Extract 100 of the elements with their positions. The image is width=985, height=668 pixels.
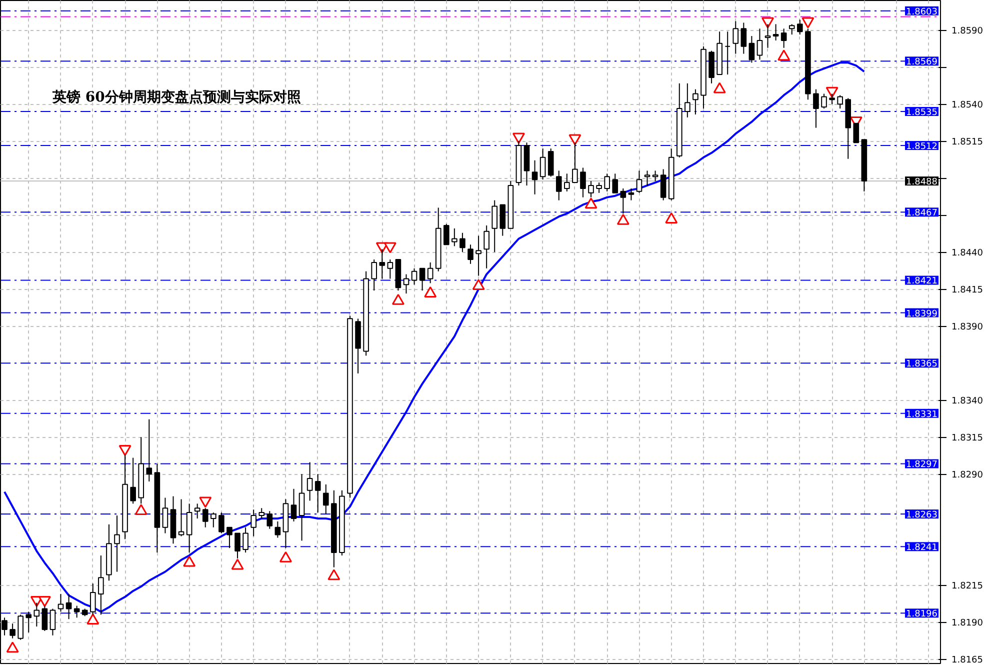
candlestick (788, 24, 795, 36)
candlestick (194, 503, 200, 519)
candlestick (540, 148, 546, 180)
y-tick-label: 1.8590 (952, 26, 984, 37)
candlestick (548, 148, 554, 178)
candlestick (443, 223, 450, 246)
candlestick (748, 36, 755, 64)
candlestick (74, 605, 80, 618)
candlestick (427, 262, 434, 284)
candlestick (210, 512, 216, 528)
candlestick (652, 170, 658, 182)
candlestick (580, 167, 586, 198)
candlestick (18, 614, 24, 640)
y-tick-label: 1.8515 (952, 138, 983, 148)
ref-line-label: 1.8263 (906, 510, 938, 521)
ref-line-label: 1.8467 (906, 208, 938, 219)
candlestick (813, 88, 819, 128)
y-tick-label: 1.8290 (952, 470, 984, 481)
ref-line-label: 1.8365 (906, 360, 938, 370)
y-tick-label: 1.8215 (952, 582, 983, 592)
candlestick (130, 457, 136, 504)
candlestick (780, 28, 787, 48)
y-tick-label: 1.8440 (952, 248, 984, 259)
candlestick (162, 497, 168, 534)
candlestick (772, 24, 779, 41)
candlestick (202, 508, 208, 528)
y-tick-label: 1.8190 (952, 618, 984, 629)
candlestick (306, 462, 313, 502)
candlestick (26, 611, 32, 633)
candlestick (732, 20, 739, 54)
candlestick (146, 418, 152, 482)
candlestick (556, 170, 562, 201)
candlestick (411, 268, 418, 286)
y-tick-label: 1.8415 (952, 286, 983, 296)
candlestick (604, 173, 610, 192)
candlestick (10, 623, 16, 639)
candlestick (274, 520, 281, 538)
candlestick (322, 484, 329, 515)
candlestick (484, 224, 490, 269)
candlestick (114, 515, 120, 572)
ref-line-label: 1.8603 (906, 7, 938, 18)
candlestick (66, 593, 72, 620)
candlestick (452, 228, 458, 247)
candlestick (218, 512, 224, 534)
candlestick (740, 22, 747, 54)
ref-line-label: 1.8241 (906, 543, 938, 554)
candlestick (266, 510, 273, 530)
candlestick (468, 244, 474, 264)
candlestick (98, 554, 104, 616)
candlestick (250, 509, 256, 537)
candlestick (314, 474, 321, 514)
candlestick (564, 173, 570, 192)
candlestick (42, 605, 48, 632)
candlestick (460, 232, 466, 253)
candlestick (724, 31, 731, 75)
candlestick (532, 160, 538, 195)
candlestick (379, 248, 386, 280)
ref-line-label: 1.8569 (906, 58, 938, 68)
candlestick (692, 88, 698, 115)
candlestick (476, 235, 482, 276)
candlestick (500, 204, 506, 236)
candlestick (419, 268, 426, 292)
candlestick (620, 188, 626, 214)
candlestick (290, 488, 297, 522)
candlestick (226, 526, 232, 549)
candlestick (829, 93, 835, 105)
ref-line-label: 1.8331 (906, 410, 938, 420)
candlestick (242, 526, 248, 554)
ref-line-label: 1.8535 (906, 108, 938, 118)
y-tick-label: 1.8315 (952, 434, 983, 444)
candlestick (371, 258, 377, 292)
ref-line-label: 1.8488 (906, 178, 938, 188)
candlestick (756, 28, 763, 60)
candlestick (837, 94, 843, 110)
candlestick (596, 182, 602, 194)
y-tick-label: 1.8165 (952, 656, 983, 666)
ref-line-label: 1.8421 (906, 276, 938, 287)
candlestick (821, 93, 827, 110)
y-tick-label: 1.8340 (952, 396, 984, 407)
candlestick (50, 608, 56, 636)
candlestick (258, 508, 265, 519)
candlestick (612, 173, 618, 194)
candlestick (644, 170, 650, 186)
candlestick (234, 532, 240, 559)
candlestick (796, 19, 803, 36)
candlestick (492, 200, 498, 253)
candlestick (628, 188, 634, 201)
candlestick (298, 474, 305, 542)
text: 英镑 60分钟周期变盘点预测与实际对照 (52, 88, 301, 106)
candlestick (853, 122, 860, 144)
ref-line-label: 1.8399 (906, 309, 938, 320)
candlestick (684, 82, 690, 118)
ref-line-label: 1.8512 (906, 142, 938, 152)
candlestick (387, 258, 394, 280)
candlestick (660, 168, 666, 201)
ref-line-label: 1.8196 (906, 610, 938, 620)
y-tick-label: 1.8390 (952, 322, 984, 333)
ref-line-label: 1.8297 (906, 460, 938, 470)
candlestick (636, 170, 642, 194)
y-tick-label: 1.8540 (952, 100, 984, 111)
